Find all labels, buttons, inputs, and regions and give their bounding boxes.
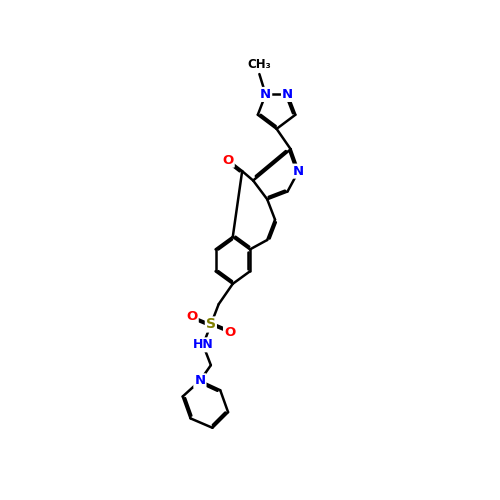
Text: O: O bbox=[186, 310, 198, 323]
Text: S: S bbox=[206, 318, 216, 332]
Text: O: O bbox=[222, 154, 234, 166]
Text: N: N bbox=[194, 374, 205, 388]
Text: HN: HN bbox=[192, 338, 214, 351]
Text: N: N bbox=[282, 88, 293, 101]
Text: CH₃: CH₃ bbox=[248, 58, 272, 71]
Text: N: N bbox=[260, 88, 271, 101]
Text: N: N bbox=[293, 164, 304, 177]
Text: O: O bbox=[224, 326, 235, 339]
